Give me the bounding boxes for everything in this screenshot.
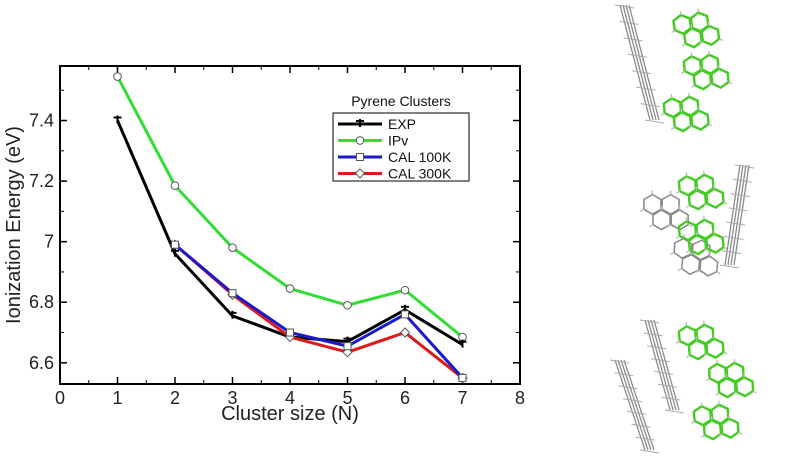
legend-marker: [354, 168, 366, 179]
legend-entry-cal-100k: CAL 100K: [338, 149, 452, 165]
data-point: [171, 240, 179, 249]
cluster-structure-n6: [639, 164, 755, 277]
side-view-molecules: [609, 359, 660, 454]
side-view-molecules: [719, 164, 755, 269]
legend-entry-cal-300k: CAL 300K: [338, 166, 452, 182]
x-tick-label: 7: [457, 388, 467, 408]
x-tick-label: 1: [112, 388, 122, 408]
ionization-energy-chart: 0 1 2 3 4 5 6 7 86.66.877.27.4 Cluster size (N) …: [3, 65, 525, 425]
pyrene-molecule: [671, 8, 724, 49]
legend-label: IPv: [388, 133, 408, 149]
y-tick-label: 6.8: [29, 292, 54, 312]
x-tick-label: 5: [342, 388, 352, 408]
x-tick-label: 8: [515, 388, 525, 408]
data-point: [343, 300, 352, 310]
x-tick-label: 6: [400, 388, 410, 408]
pyrene-cluster-structures: [609, 4, 757, 454]
data-point: [228, 243, 237, 253]
pyrene-molecule: [675, 215, 728, 256]
data-point: [170, 181, 180, 190]
series-layer: [113, 72, 468, 384]
legend-marker: [356, 153, 364, 161]
data-point: [343, 342, 352, 351]
x-tick-label: 4: [285, 388, 295, 408]
legend-label: CAL 300K: [388, 166, 452, 182]
cluster-structure-n5: [614, 4, 733, 133]
side-view-molecules: [614, 4, 665, 124]
y-axis-label: Ionization Energy (eV): [3, 126, 25, 324]
series-ipv: [113, 72, 467, 342]
y-tick-label: 7: [44, 232, 54, 252]
series-line: [174, 243, 464, 380]
pyrene-molecule: [675, 170, 728, 211]
series-cal-100k: [171, 240, 467, 382]
x-tick-label: 3: [227, 388, 237, 408]
pyrene-molecule: [639, 190, 693, 231]
legend-marker: [355, 136, 365, 145]
data-point: [400, 285, 410, 295]
x-tick-label: 0: [55, 388, 65, 408]
data-point: [399, 327, 411, 338]
pyrene-molecule: [680, 50, 733, 91]
series-cal-300k: [169, 239, 468, 384]
legend-label: CAL 100K: [388, 149, 452, 165]
axis-tick-labels: 0 1 2 3 4 5 6 7 8 6.6 6.8 7 7.2 7.4: [29, 111, 525, 408]
legend-entry-ipv: IPv: [338, 133, 408, 149]
legend-label: EXP: [388, 116, 416, 132]
data-point: [458, 373, 467, 382]
axis-ticks: [59, 66, 521, 384]
side-view-molecules: [639, 319, 685, 414]
legend-entry-exp: EXP: [338, 116, 416, 132]
series-line: [174, 243, 464, 379]
x-tick-label: 2: [170, 388, 180, 408]
pyrene-molecule: [675, 320, 728, 361]
pyrene-molecule: [690, 400, 743, 441]
pyrene-molecule: [669, 234, 721, 277]
y-tick-label: 7.4: [29, 111, 54, 131]
pyrene-molecule: [705, 358, 757, 399]
pyrene-molecule: [660, 92, 713, 133]
data-point: [401, 310, 409, 319]
data-point: [285, 284, 295, 293]
legend-title: Pyrene Clusters: [351, 93, 451, 109]
cluster-structure-n7: [609, 319, 757, 454]
x-axis-label: Cluster size (N): [221, 403, 359, 425]
data-point: [113, 72, 122, 81]
y-tick-label: 7.2: [29, 171, 54, 191]
data-point: [286, 328, 294, 337]
data-point: [228, 289, 237, 298]
y-tick-label: 6.6: [29, 353, 54, 373]
